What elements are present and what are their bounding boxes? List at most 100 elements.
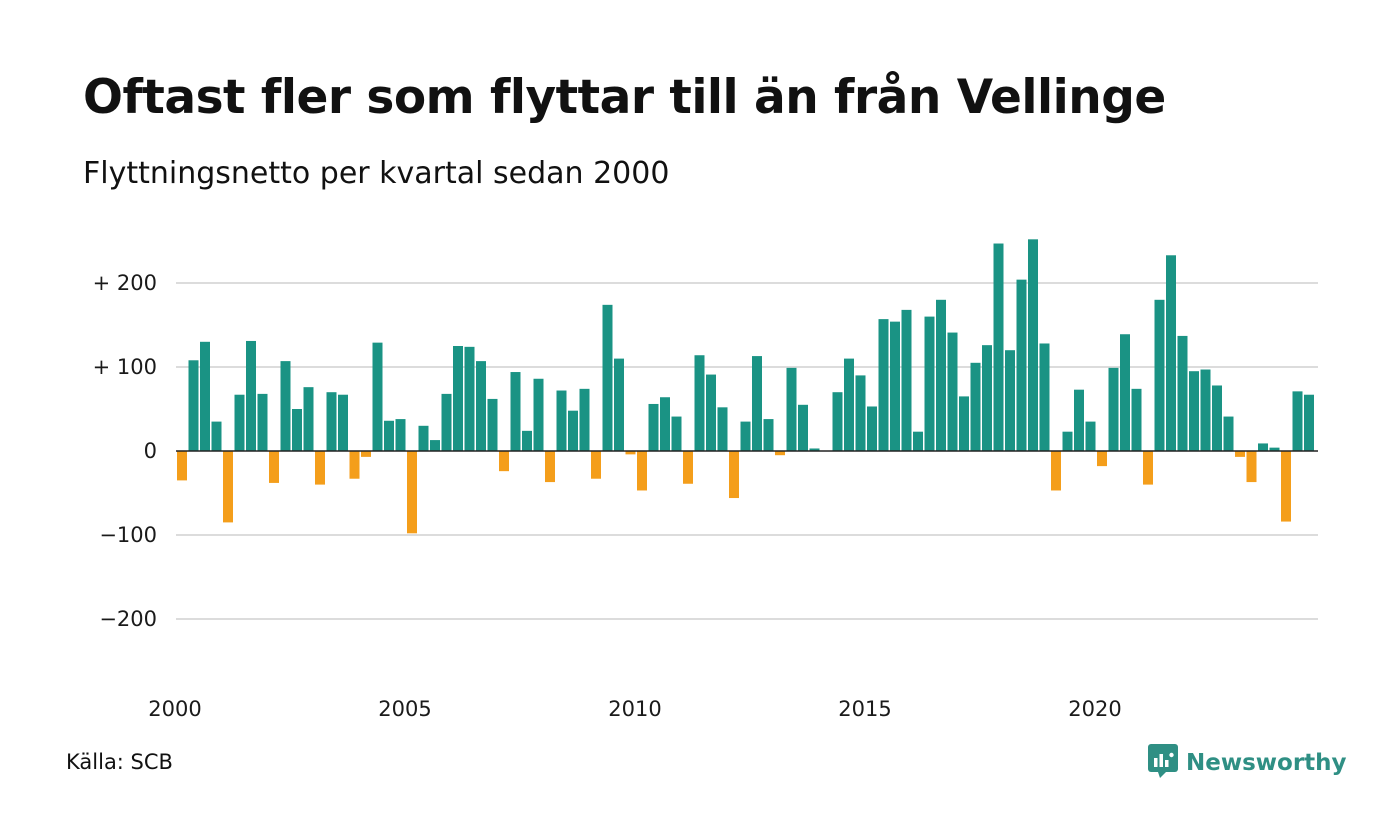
- bar: [741, 422, 751, 451]
- bar: [304, 387, 314, 451]
- bar: [1132, 389, 1142, 451]
- bar: [327, 392, 337, 451]
- bar: [1063, 432, 1073, 451]
- bar: [361, 451, 371, 457]
- bar: [557, 391, 567, 451]
- bar: [833, 392, 843, 451]
- bar: [200, 342, 210, 451]
- bar: [959, 396, 969, 451]
- bar: [292, 409, 302, 451]
- bar: [994, 244, 1004, 451]
- bar: [672, 417, 682, 451]
- bar: [867, 406, 877, 451]
- bar: [1074, 390, 1084, 451]
- bar: [568, 411, 578, 451]
- bar: [902, 310, 912, 451]
- bar: [1235, 451, 1245, 457]
- bar: [695, 355, 705, 451]
- source-note: Källa: SCB: [66, 750, 173, 774]
- bar: [212, 422, 222, 451]
- bar: [246, 341, 256, 451]
- x-tick-label: 2015: [838, 697, 891, 721]
- newsworthy-logo[interactable]: Newsworthy: [1148, 744, 1347, 782]
- bar: [787, 368, 797, 451]
- bar: [706, 375, 716, 451]
- bar: [1097, 451, 1107, 466]
- bar: [534, 379, 544, 451]
- y-tick-label: + 200: [93, 271, 157, 295]
- y-tick-label: −100: [99, 523, 157, 547]
- bar: [189, 360, 199, 451]
- x-tick-label: 2010: [608, 697, 661, 721]
- bar: [1293, 391, 1303, 451]
- bar: [637, 451, 647, 490]
- bar: [1201, 370, 1211, 451]
- bar: [350, 451, 360, 479]
- bar: [177, 451, 187, 480]
- y-tick-label: + 100: [93, 355, 157, 379]
- bar: [856, 375, 866, 451]
- bar: [1155, 300, 1165, 451]
- bar: [488, 399, 498, 451]
- bar: [338, 395, 348, 451]
- bar: [890, 322, 900, 451]
- bar: [1224, 417, 1234, 451]
- bar: [1281, 451, 1291, 522]
- bar: [1051, 451, 1061, 490]
- bar: [683, 451, 693, 484]
- x-tick-label: 2000: [148, 697, 201, 721]
- bar: [1017, 280, 1027, 451]
- bar: [1109, 368, 1119, 451]
- bar: [729, 451, 739, 498]
- bar: [1247, 451, 1257, 482]
- bar: [844, 359, 854, 451]
- bar: [430, 440, 440, 451]
- bar: [499, 451, 509, 471]
- bar: [1212, 385, 1222, 451]
- bar: [603, 305, 613, 451]
- bar: [442, 394, 452, 451]
- bar: [591, 451, 601, 479]
- bar: [1040, 343, 1050, 451]
- bar: [764, 419, 774, 451]
- brand-name: Newsworthy: [1186, 750, 1347, 776]
- bar: [752, 356, 762, 451]
- bar: [1005, 350, 1015, 451]
- x-tick-label: 2020: [1068, 697, 1121, 721]
- bar: [1143, 451, 1153, 485]
- bar: [476, 361, 486, 451]
- bar: [315, 451, 325, 485]
- bar: [223, 451, 233, 522]
- bar: [269, 451, 279, 483]
- bar: [1086, 422, 1096, 451]
- bar: [660, 397, 670, 451]
- bar: [913, 432, 923, 451]
- newsworthy-logo-icon: [1148, 744, 1178, 782]
- bar: [879, 319, 889, 451]
- bar: [522, 431, 532, 451]
- bar: [419, 426, 429, 451]
- bar: [798, 405, 808, 451]
- bar: [545, 451, 555, 482]
- bar: [982, 345, 992, 451]
- bar: [465, 347, 475, 451]
- y-tick-label: 0: [144, 439, 157, 463]
- bar: [936, 300, 946, 451]
- bar: [1258, 443, 1268, 451]
- bar: [258, 394, 268, 451]
- bar: [925, 317, 935, 451]
- bar: [971, 363, 981, 451]
- bar: [948, 333, 958, 451]
- bar-chart: + 200 + 100 0 −100 −200 2000 2005 2010 2015 2020: [0, 0, 1400, 840]
- bar: [718, 407, 728, 451]
- y-tick-label: −200: [99, 607, 157, 631]
- bar: [1028, 239, 1038, 451]
- x-tick-label: 2005: [378, 697, 431, 721]
- bar: [1189, 371, 1199, 451]
- bar: [1178, 336, 1188, 451]
- bar: [453, 346, 463, 451]
- bar: [580, 389, 590, 451]
- bar: [614, 359, 624, 451]
- bar: [235, 395, 245, 451]
- bar: [1120, 334, 1130, 451]
